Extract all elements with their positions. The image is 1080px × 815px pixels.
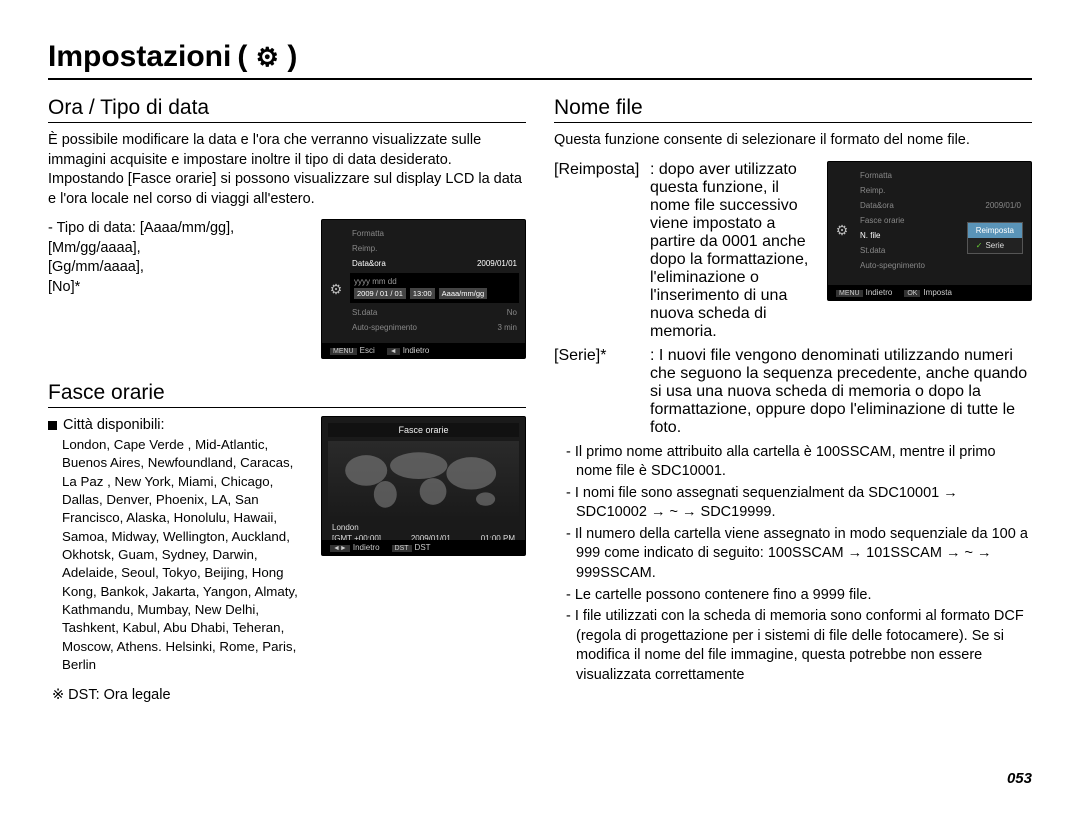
- menu-item: Data&ora2009/01/0: [856, 198, 1025, 213]
- tz-info: London: [328, 523, 519, 534]
- lcd-footer: ◄►Indietro DSTDST: [322, 540, 525, 555]
- lcd-screenshot-timezone: Fasce orarie London [GMT +00:00] 2009/01…: [321, 416, 526, 556]
- gear-icon: ⚙: [330, 281, 343, 298]
- gear-icon: ⚙: [256, 44, 279, 70]
- lcd-footer: MENUIndietro OKImposta: [828, 285, 1031, 300]
- left-column: Ora / Tipo di data È possibile modificar…: [48, 92, 526, 706]
- square-bullet-icon: [48, 421, 57, 430]
- menu-item: Formatta: [856, 168, 1025, 183]
- menu-item: Auto-spegnimento3 min: [350, 320, 519, 335]
- title-text: Impostazioni: [48, 40, 231, 74]
- lcd-footer: MENUEsci ◄Indietro: [322, 343, 525, 358]
- cities-heading: Città disponibili:: [48, 416, 311, 436]
- section-title-filename: Nome file: [554, 96, 1032, 123]
- def-serie: [Serie]* : I nuovi file vengono denomina…: [554, 347, 1032, 437]
- datetime-intro: È possibile modificare la data e l'ora c…: [48, 131, 526, 209]
- lcd-screenshot-filename: ⚙ Formatta Reimp. Data&ora2009/01/0 Fasc…: [827, 161, 1032, 301]
- gear-icon: ⚙: [836, 222, 849, 239]
- note-item: I nomi file sono assegnati sequenzialmen…: [566, 484, 1032, 523]
- menu-item: Auto-spegnimento: [856, 258, 1025, 273]
- note-item: I file utilizzati con la scheda di memor…: [566, 607, 1032, 685]
- menu-item: Reimp.: [856, 183, 1025, 198]
- note-item: Il primo nome attribuito alla cartella è…: [566, 443, 1032, 482]
- cities-list: London, Cape Verde , Mid-Atlantic, Bueno…: [62, 436, 311, 674]
- tz-title: Fasce orarie: [328, 423, 519, 437]
- page-number: 053: [1007, 770, 1032, 787]
- menu-item: Formatta: [350, 226, 519, 241]
- lcd-screenshot-datetime: ⚙ Formatta Reimp. Data&ora2009/01/01 yyy…: [321, 219, 526, 359]
- filename-intro: Questa funzione consente di selezionare …: [554, 131, 1032, 151]
- menu-item: Reimp.: [350, 241, 519, 256]
- world-map-icon: [328, 441, 519, 519]
- menu-item: Data&ora2009/01/01: [350, 256, 519, 271]
- page-title: Impostazioni ( ⚙ ): [48, 40, 1032, 80]
- filename-notes: Il primo nome attribuito alla cartella è…: [554, 443, 1032, 686]
- filename-popup: Reimposta Serie: [967, 222, 1023, 254]
- date-type-options: - Tipo di data: [Aaaa/mm/gg], [Mm/gg/aaa…: [48, 219, 311, 297]
- dst-note: ※ DST: Ora legale: [52, 686, 526, 706]
- menu-item: St.dataNo: [350, 305, 519, 320]
- section-title-timezone: Fasce orarie: [48, 381, 526, 408]
- note-item: Le cartelle possono contenere fino a 999…: [566, 586, 1032, 606]
- def-reimposta: [Reimposta] : dopo aver utilizzato quest…: [554, 161, 817, 341]
- date-editor: yyyy mm dd 2009 / 01 / 01 13:00 Aaaa/mm/…: [350, 273, 519, 303]
- section-title-datetime: Ora / Tipo di data: [48, 96, 526, 123]
- right-column: Nome file Questa funzione consente di se…: [554, 92, 1032, 706]
- popup-option: Reimposta: [968, 223, 1022, 238]
- title-paren: ( ⚙ ): [237, 40, 297, 74]
- popup-option: Serie: [968, 238, 1022, 253]
- note-item: Il numero della cartella viene assegnato…: [566, 525, 1032, 584]
